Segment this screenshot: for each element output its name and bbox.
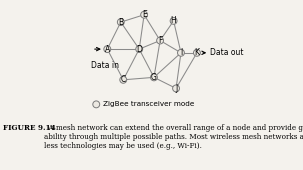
Circle shape	[120, 76, 127, 83]
Circle shape	[117, 19, 124, 26]
Text: G: G	[151, 73, 157, 82]
Circle shape	[173, 85, 179, 92]
Text: D: D	[136, 45, 142, 54]
Text: K: K	[195, 48, 199, 57]
Text: B: B	[118, 18, 123, 27]
Text: E: E	[142, 10, 147, 19]
Text: Data in: Data in	[91, 61, 119, 70]
Circle shape	[178, 49, 185, 56]
Circle shape	[194, 49, 200, 56]
Text: FIGURE 9.14: FIGURE 9.14	[3, 124, 56, 132]
Text: J: J	[175, 84, 177, 93]
Circle shape	[157, 37, 164, 44]
Text: A mesh network can extend the overall range of a node and provide greater reli-
: A mesh network can extend the overall ra…	[44, 124, 303, 150]
Text: H: H	[171, 16, 176, 25]
Circle shape	[104, 46, 111, 53]
Circle shape	[151, 74, 157, 81]
Text: F: F	[158, 36, 162, 45]
Text: I: I	[180, 48, 182, 57]
Text: ZigBee transceiver mode: ZigBee transceiver mode	[103, 101, 194, 107]
Text: Data out: Data out	[210, 48, 243, 57]
Circle shape	[141, 11, 148, 18]
Text: A: A	[105, 45, 110, 54]
Circle shape	[93, 101, 100, 108]
Text: C: C	[121, 75, 126, 84]
Circle shape	[136, 46, 143, 53]
Circle shape	[170, 18, 177, 24]
